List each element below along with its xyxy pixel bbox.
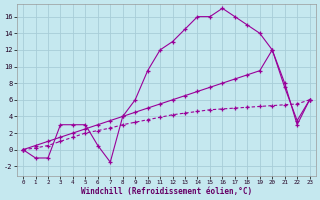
X-axis label: Windchill (Refroidissement éolien,°C): Windchill (Refroidissement éolien,°C) xyxy=(81,187,252,196)
